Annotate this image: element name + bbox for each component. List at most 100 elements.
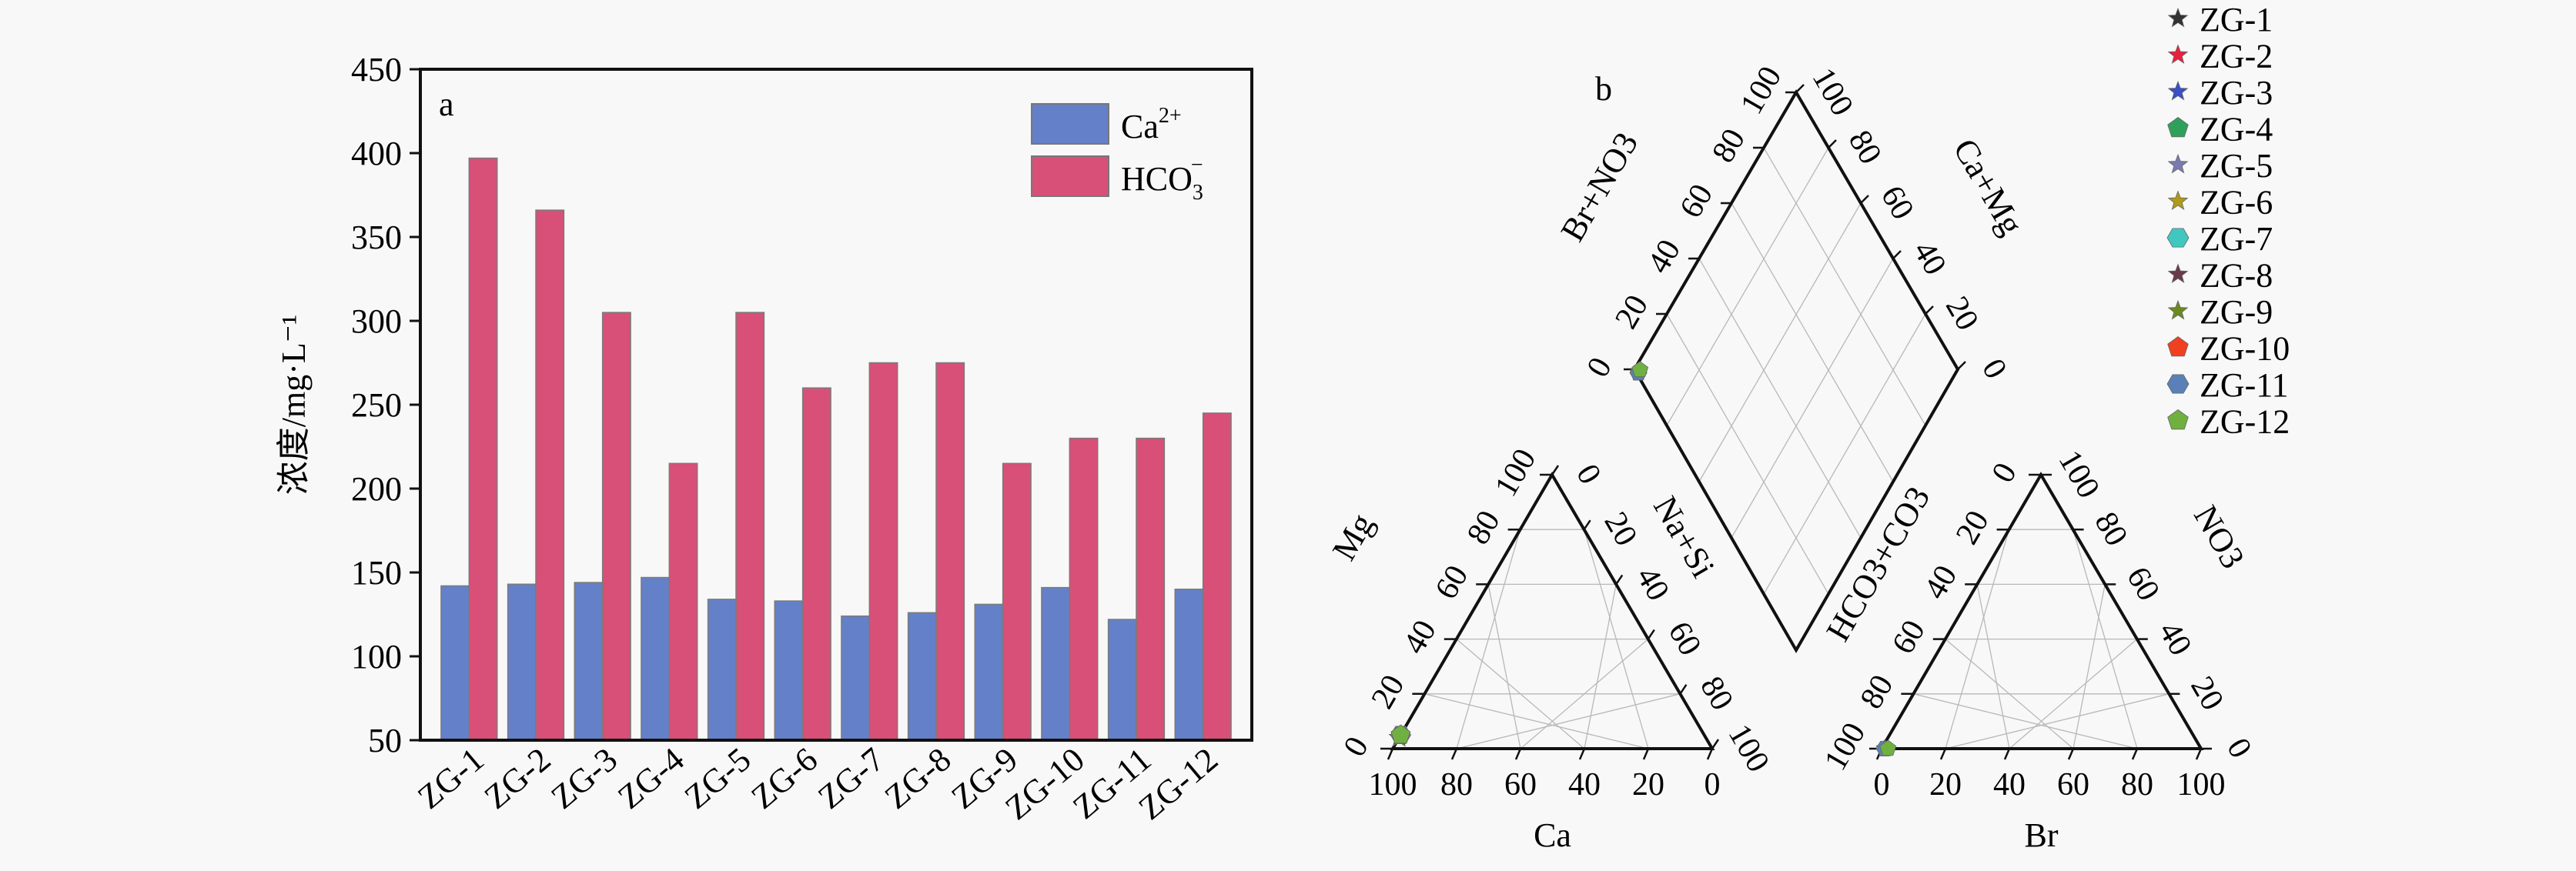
bar-ca-zg-9: [974, 603, 1004, 741]
legend-item: ZG-9: [2167, 293, 2273, 331]
legend-marker-icon: [2167, 44, 2189, 64]
y-tick-label: 100: [351, 638, 402, 676]
anion-left-tick: 40: [1918, 559, 1965, 605]
legend-marker-icon: [2166, 228, 2190, 248]
anion-left-tick: 100: [1818, 717, 1872, 777]
x-tick-label: ZG-7: [811, 740, 892, 816]
anion-right-tick: 60: [2119, 561, 2166, 606]
diamond-left-tick: 60: [1673, 179, 1720, 224]
legend-item: ZG-12: [2167, 403, 2290, 441]
grid-line: [1945, 693, 2170, 749]
diamond-right-axis-title: Ca+Mg: [1946, 132, 2031, 241]
bar-hco3-zg-10: [1069, 437, 1099, 741]
anion-left-tick: 60: [1885, 614, 1932, 659]
bar-ca-zg-10: [1041, 586, 1071, 741]
legend-label: ZG-2: [2200, 38, 2273, 75]
x-tick-label: ZG-1: [410, 740, 491, 816]
cation-right-tick: 80: [1693, 671, 1740, 716]
legend-item: ZG-4: [2167, 111, 2273, 149]
bar-hco3-zg-7: [868, 362, 898, 741]
y-tick-label: 350: [351, 219, 402, 256]
grid-line: [2073, 584, 2106, 749]
anion-bottom-tick: 100: [2177, 767, 2226, 803]
cation-right-tick: 60: [1661, 616, 1708, 661]
x-tick-label: ZG-10: [998, 740, 1091, 827]
legend-marker-icon: [2166, 374, 2190, 394]
tick-mark: [1860, 195, 1869, 204]
anion-right-tick: 80: [2087, 506, 2134, 552]
legend-label: ZG-4: [2200, 111, 2273, 149]
legend-item: ZG-7: [2166, 220, 2273, 258]
grid-line: [1456, 639, 1585, 749]
tick-mark: [1514, 748, 1522, 760]
legend-item: ZG-3: [2167, 74, 2273, 112]
bar-ca-zg-6: [774, 600, 804, 741]
legend-item: ZG-10: [2167, 330, 2290, 368]
y-axis-ticks: 50 100 150 200 250 300 350 400 450: [351, 51, 420, 759]
point-cation-zg-12: [1390, 724, 1411, 744]
cation-bottom-tick: 60: [1504, 767, 1537, 803]
bar-ca-zg-12: [1174, 589, 1204, 741]
piper-diagram-panel: 1000080202060404040606020808001001000100…: [1325, 1, 2290, 854]
diamond-right-tick: 0: [1975, 353, 2013, 385]
x-tick-label: ZG-3: [544, 740, 625, 816]
legend-swatch: [1031, 103, 1109, 145]
legend-item: ZG-8: [2167, 257, 2273, 295]
legend-label: ZG-3: [2200, 74, 2273, 112]
y-tick-label: 200: [351, 470, 402, 508]
x-tick-label: ZG-5: [677, 740, 758, 816]
anion-triangle-frame: [1878, 472, 2204, 750]
legend-swatch: [1031, 155, 1109, 197]
anion-right-tick: 100: [2052, 445, 2106, 505]
diamond-left-axis-title: Br+NO3: [1554, 126, 1646, 248]
y-tick-label: 450: [351, 51, 402, 88]
legend-marker-icon: [2167, 190, 2189, 210]
piper-frames: [1380, 84, 2212, 760]
diamond-right-tick: 80: [1842, 125, 1889, 170]
tick-mark: [1795, 84, 1805, 93]
diamond-left-tick: 100: [1734, 61, 1788, 121]
bar-hco3-zg-8: [935, 362, 965, 741]
x-tick-label: ZG-6: [744, 740, 825, 816]
point-diamond-zg-12: [1631, 361, 1649, 378]
grid-line: [1698, 258, 1862, 539]
grid-line: [1584, 584, 1617, 749]
bar-ca-zg-2: [507, 583, 537, 741]
cation-left-axis-title: Mg: [1325, 507, 1381, 566]
bar-hco3-zg-6: [801, 387, 831, 741]
tick-mark: [1711, 739, 1720, 749]
panel-label-a: a: [439, 85, 454, 123]
grid-line: [1763, 313, 1926, 595]
bar-ca-zg-5: [707, 599, 737, 741]
grid-line: [1456, 693, 1681, 749]
tick-mark: [2195, 748, 2203, 760]
cation-left-tick: 100: [1488, 443, 1543, 503]
x-tick-label: ZG-8: [878, 740, 958, 816]
cation-bottom-axis-title: Ca: [1534, 816, 1571, 854]
legend-label: ZG-8: [2200, 257, 2273, 295]
bar-ca-zg-11: [1107, 619, 1137, 741]
diamond-right-tick: 100: [1805, 62, 1860, 122]
legend-marker-icon: [2167, 7, 2189, 28]
legend-marker-icon: [2167, 153, 2189, 174]
legend-marker-icon: [2167, 263, 2189, 283]
cation-left-tick: 40: [1397, 614, 1444, 659]
tick-mark: [2131, 748, 2139, 760]
cation-triangle-frame: [1390, 472, 1715, 750]
grid-line: [2009, 639, 2138, 749]
tick-mark: [1450, 748, 1458, 760]
cation-bottom-tick: 80: [1440, 767, 1473, 803]
grid-line: [1731, 258, 1894, 539]
bar-ca-zg-4: [641, 576, 671, 741]
piper-grid: [1424, 147, 2170, 749]
anion-bottom-tick: 80: [2121, 767, 2153, 803]
cation-right-tick: 40: [1629, 561, 1676, 606]
tick-mark: [1939, 748, 1947, 760]
cation-left-tick: 0: [1337, 731, 1376, 763]
legend-item: ZG-1: [2167, 1, 2273, 38]
tick-mark: [1647, 629, 1655, 640]
diamond-left-tick: 80: [1705, 123, 1752, 169]
